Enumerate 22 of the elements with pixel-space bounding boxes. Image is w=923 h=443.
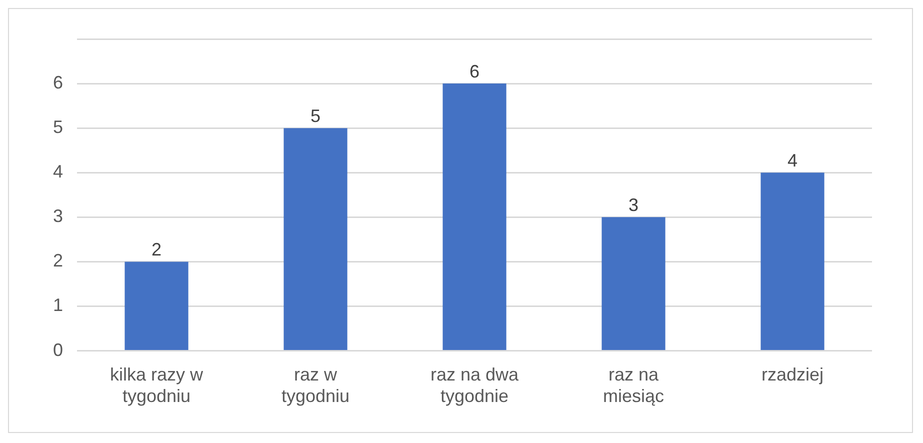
bar (124, 262, 188, 350)
data-label: 6 (470, 62, 480, 82)
x-tick-label: rzadziej (761, 364, 824, 385)
data-label: 2 (152, 240, 162, 260)
x-tick-label: kilka razy w tygodniu (110, 364, 204, 406)
x-tick-label: raz na dwa tygodnie (430, 364, 520, 406)
bar (442, 84, 506, 350)
y-tick-label: 0 (52, 340, 64, 360)
y-tick-label: 1 (52, 295, 64, 316)
x-tick-label: raz w tygodniu (281, 364, 350, 406)
y-tick-label: 4 (52, 162, 64, 182)
y-tick-label: 6 (52, 72, 64, 93)
data-label: 4 (787, 150, 798, 171)
data-label: 5 (310, 106, 321, 126)
y-tick-label: 5 (52, 117, 64, 138)
bar (284, 128, 348, 350)
y-tick-label: 3 (52, 206, 64, 226)
bar (602, 217, 666, 350)
bar (760, 172, 824, 350)
data-label: 3 (628, 195, 639, 216)
x-tick-label: raz na miesiąc (602, 364, 664, 406)
y-tick-label: 2 (52, 250, 64, 271)
